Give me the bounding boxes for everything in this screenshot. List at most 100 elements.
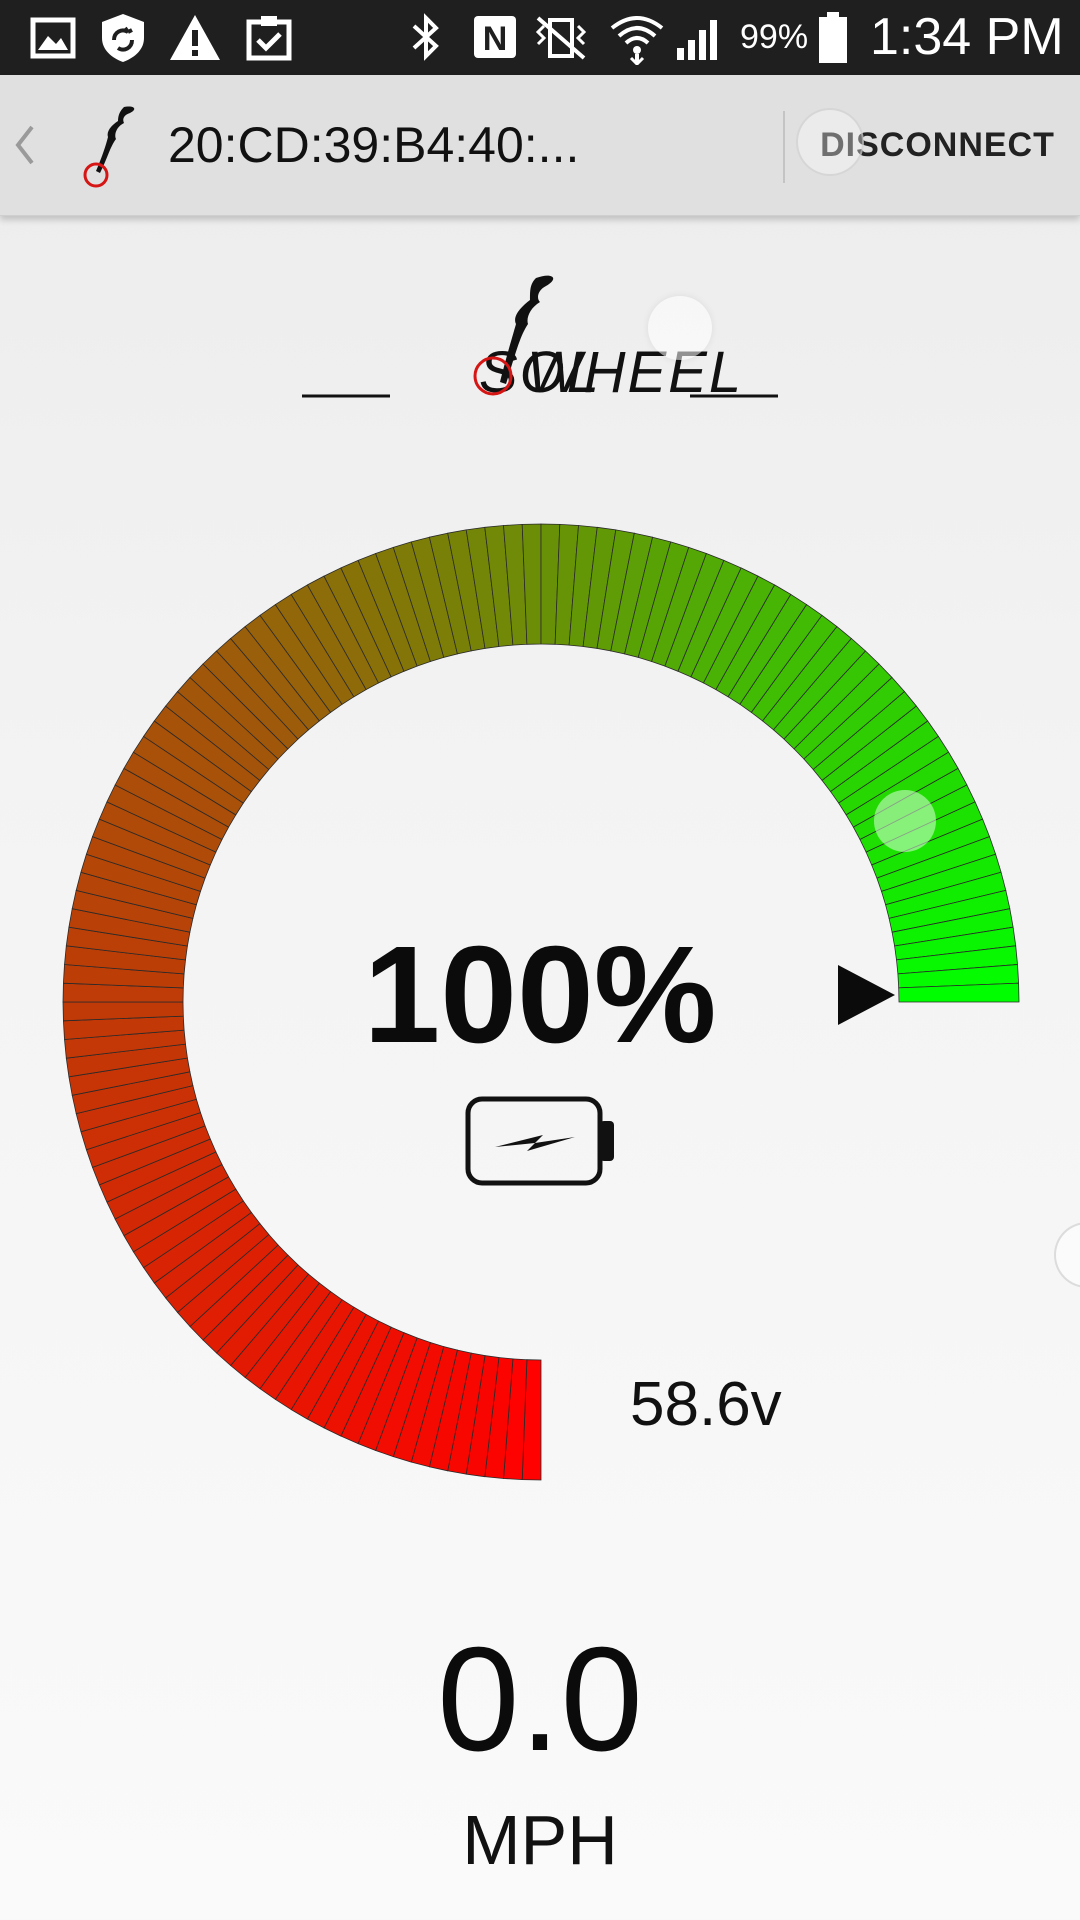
- gauge-segment: [80, 853, 201, 906]
- gauge-segment: [624, 536, 672, 658]
- action-bar-divider: [783, 111, 785, 183]
- gauge-segment: [830, 720, 939, 804]
- gauge-segment: [98, 801, 217, 866]
- gauge-segment: [244, 1282, 332, 1390]
- bluetooth-icon: [412, 13, 439, 61]
- gauge-segment: [259, 604, 343, 713]
- gauge-segment: [357, 1332, 418, 1452]
- gauge-segment: [215, 637, 310, 740]
- gauge-segment: [80, 1098, 201, 1151]
- gauge-segment: [98, 1138, 217, 1203]
- clock-text: 1:34 PM: [870, 8, 1064, 66]
- vibrate-mute-icon: [535, 16, 587, 60]
- device-title: 20:CD:39:B4:40:...: [168, 117, 580, 173]
- wifi-icon: [610, 16, 664, 65]
- gauge-segment: [65, 926, 188, 961]
- gauge-segment: [898, 982, 1020, 1003]
- gauge-segment: [91, 818, 211, 879]
- gauge-segment: [62, 964, 185, 989]
- status-bar: N 99% 1:34 PM: [0, 0, 1080, 75]
- shield-sync-icon: [102, 14, 144, 62]
- touch-indicator: [1054, 1222, 1080, 1288]
- gauge-segment: [230, 626, 320, 731]
- gauge-segment: [106, 784, 223, 853]
- gauge-segment: [540, 523, 561, 645]
- gauge-segment: [176, 676, 279, 771]
- gauge-segment: [290, 1306, 367, 1420]
- gauge-segment: [610, 532, 654, 655]
- gauge-segment: [715, 584, 792, 698]
- gauge-segment: [68, 908, 191, 947]
- gauge-segment: [189, 1244, 289, 1341]
- svg-text:N: N: [483, 20, 508, 58]
- gauge-segment: [881, 853, 1002, 906]
- gauge-segment: [503, 1358, 528, 1481]
- gauge-segment: [132, 1188, 244, 1269]
- gauge-segment: [215, 1264, 310, 1367]
- gauge-segment: [85, 836, 206, 892]
- gauge-segment: [821, 705, 929, 793]
- gauge-segment: [891, 908, 1014, 947]
- gauge-segment: [202, 1254, 299, 1354]
- gauge-segment: [143, 720, 252, 804]
- svg-text:WHEEL: WHEEL: [527, 340, 743, 405]
- gauge-segment: [153, 1211, 261, 1299]
- charging-battery-icon: [465, 1096, 614, 1186]
- gauge-segment: [896, 945, 1018, 975]
- nfc-icon: N: [474, 16, 516, 58]
- gauge-segment: [290, 584, 367, 698]
- gauge-segment: [554, 523, 579, 646]
- gauge-segment: [165, 1223, 270, 1313]
- gauge-segment: [664, 552, 725, 672]
- gauge-segment: [64, 1029, 186, 1059]
- battery-percent-text: 99%: [740, 18, 809, 56]
- gauge-segment: [62, 982, 184, 1003]
- gauge-segment: [677, 559, 742, 678]
- gauge-segment: [75, 1085, 197, 1133]
- gauge-segment: [447, 529, 486, 652]
- gauge-segment: [71, 1071, 194, 1115]
- gauge-segment: [375, 1337, 431, 1458]
- gauge-segment: [75, 871, 197, 919]
- touch-indicator: [648, 296, 712, 360]
- gauge-segment: [392, 541, 445, 662]
- gauge-segment: [323, 567, 392, 684]
- gauge-segment: [465, 1355, 500, 1478]
- voltage-readout: 58.6v: [630, 1370, 782, 1439]
- gauge-segment: [106, 1151, 223, 1220]
- touch-indicator: [874, 790, 936, 852]
- solowheel-app-icon[interactable]: [78, 103, 140, 191]
- gauge-segment: [259, 1291, 343, 1400]
- touch-indicator: [796, 108, 864, 176]
- gauge-segment: [176, 1233, 279, 1328]
- gauge-segment: [71, 889, 194, 933]
- gauge-segment: [803, 676, 906, 771]
- gauge-segment: [568, 525, 598, 647]
- gauge-segment: [750, 614, 838, 722]
- gauge-segment: [410, 1346, 458, 1468]
- gauge-segment: [85, 1112, 206, 1168]
- gauge-segment: [888, 889, 1011, 933]
- gauge-segment: [202, 650, 299, 750]
- gauge-segment: [637, 541, 690, 662]
- gauge-segment: [596, 529, 635, 652]
- gauge-segment: [739, 604, 823, 713]
- gauge-segment: [783, 650, 880, 750]
- warning-icon: [170, 15, 220, 60]
- signal-icon: [677, 20, 717, 60]
- back-chevron-icon[interactable]: [10, 115, 40, 175]
- gauge-segment: [306, 1313, 380, 1429]
- gauge-segment: [153, 705, 261, 793]
- gauge-segment: [230, 1273, 320, 1378]
- gauge-segment: [189, 663, 289, 760]
- speed-value: 0.0: [437, 1617, 643, 1782]
- gauge-segment: [484, 525, 514, 647]
- gauge-segment: [772, 637, 867, 740]
- gauge-segment: [503, 523, 528, 646]
- gauge-segment: [62, 1001, 184, 1022]
- gauge-segment: [428, 532, 472, 655]
- gauge-segment: [762, 626, 852, 731]
- battery-icon: [819, 12, 847, 63]
- battery-percent-label: 100%: [363, 918, 717, 1072]
- gauge-segment: [465, 526, 500, 649]
